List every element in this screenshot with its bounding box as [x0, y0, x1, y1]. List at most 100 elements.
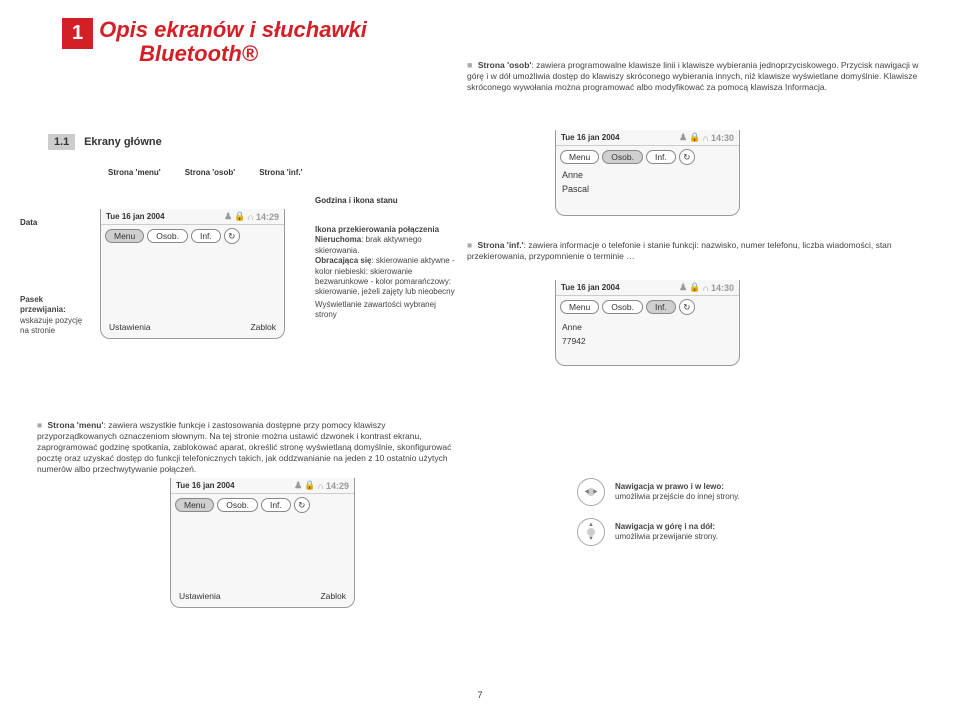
- tab-inf[interactable]: Inf.: [191, 229, 221, 243]
- pasek-label: Pasek przewijania: wskazuje pozycję na s…: [20, 295, 90, 337]
- bullet-icon: ■: [37, 420, 42, 430]
- forward-icon[interactable]: ↻: [294, 497, 310, 513]
- footer-right[interactable]: Zablok: [250, 322, 276, 332]
- lock-icon: 🔒: [689, 282, 700, 293]
- status-icons: ♟ 🔒 ∩ 14:30: [679, 132, 734, 143]
- tab-menu[interactable]: Menu: [105, 229, 144, 243]
- tab-inf[interactable]: Inf.: [646, 150, 676, 164]
- phone-menu-wrapper: Tue 16 jan 2004 ♟ 🔒 ∩ 14:29 Menu Osob. I…: [100, 209, 285, 339]
- phone-menu2-wrapper: Tue 16 jan 2004 ♟ 🔒 ∩ 14:29 Menu Osob. I…: [170, 478, 355, 608]
- forward-icon[interactable]: ↻: [679, 149, 695, 165]
- tab-menu[interactable]: Menu: [560, 300, 599, 314]
- phone-screen-menu2: Tue 16 jan 2004 ♟ 🔒 ∩ 14:29 Menu Osob. I…: [170, 478, 355, 608]
- status-bar: Tue 16 jan 2004 ♟ 🔒 ∩ 14:30: [556, 280, 739, 296]
- status-date: Tue 16 jan 2004: [106, 212, 165, 221]
- pasek-title: Pasek przewijania:: [20, 295, 66, 314]
- tab-inf[interactable]: Inf.: [261, 498, 291, 512]
- tab-menu[interactable]: Menu: [175, 498, 214, 512]
- phone-screen-menu: Tue 16 jan 2004 ♟ 🔒 ∩ 14:29 Menu Osob. I…: [100, 209, 285, 339]
- inf-number: 77942: [556, 336, 739, 350]
- menu-label: Strona 'menu': [48, 420, 104, 430]
- status-date: Tue 16 jan 2004: [561, 133, 620, 142]
- phone-inf-wrapper: Tue 16 jan 2004 ♟ 🔒 ∩ 14:30 Menu Osob. I…: [555, 280, 740, 366]
- tab-osob[interactable]: Osob.: [147, 229, 188, 243]
- forward-icon[interactable]: ↻: [679, 299, 695, 315]
- footer-right[interactable]: Zablok: [320, 591, 346, 601]
- person-icon: ♟: [294, 480, 302, 491]
- status-bar: Tue 16 jan 2004 ♟ 🔒 ∩ 14:30: [556, 130, 739, 146]
- screen-labels-row: Strona 'menu' Strona 'osob' Strona 'inf.…: [108, 168, 303, 177]
- section-title: Ekrany główne: [84, 136, 162, 148]
- phone-osob-wrapper: Tue 16 jan 2004 ♟ 🔒 ∩ 14:30 Menu Osob. I…: [555, 130, 740, 216]
- inf-text: : zawiera informacje o telefonie i stani…: [467, 240, 892, 261]
- ikona-desc: Ikona przekierowania połączenia Nierucho…: [315, 225, 455, 298]
- person-icon: ♟: [679, 282, 687, 293]
- contact-anne[interactable]: Anne: [556, 168, 739, 182]
- status-icons: ♟ 🔒 ∩ 14:29: [294, 480, 349, 491]
- osob-description: ■ Strona 'osob': zawiera programowalne k…: [467, 60, 937, 93]
- osob-text: : zawiera programowalne klawisze linii i…: [467, 60, 918, 92]
- status-icons: ♟ 🔒 ∩ 14:29: [224, 211, 279, 222]
- nav-ud-title: Nawigacja w górę i na dół:: [615, 522, 715, 531]
- data-label: Data: [20, 218, 37, 227]
- contact-pascal[interactable]: Pascal: [556, 182, 739, 196]
- tab-row: Menu Osob. Inf. ↻: [101, 225, 284, 247]
- footer-row: Ustawienia Zablok: [171, 589, 354, 603]
- nav-lr-text: umożliwia przejście do innej strony.: [615, 492, 740, 501]
- headset-icon: ∩: [702, 283, 709, 293]
- status-time: 14:30: [711, 283, 734, 293]
- status-time: 14:29: [256, 212, 279, 222]
- section-number: 1.1: [48, 134, 75, 150]
- status-icons: ♟ 🔒 ∩ 14:30: [679, 282, 734, 293]
- label-menu: Strona 'menu': [108, 168, 161, 177]
- document-header: 1 Opis ekranów i słuchawki Bluetooth®: [0, 0, 960, 66]
- tab-osob[interactable]: Osob.: [602, 150, 643, 164]
- tab-osob[interactable]: Osob.: [602, 300, 643, 314]
- footer-left[interactable]: Ustawienia: [109, 322, 151, 332]
- status-date: Tue 16 jan 2004: [176, 481, 235, 490]
- lock-icon: 🔒: [689, 132, 700, 143]
- label-inf: Strona 'inf.': [259, 168, 302, 177]
- nav-lr-text-block: Nawigacja w prawo i w lewo: umożliwia pr…: [615, 482, 740, 503]
- title-line1: Opis ekranów i słuchawki: [99, 17, 367, 42]
- godzina-label: Godzina i ikona stanu: [315, 196, 398, 205]
- chapter-number: 1: [62, 18, 93, 49]
- status-bar: Tue 16 jan 2004 ♟ 🔒 ∩ 14:29: [171, 478, 354, 494]
- status-time: 14:29: [326, 481, 349, 491]
- person-icon: ♟: [224, 211, 232, 222]
- inf-name: Anne: [556, 318, 739, 336]
- nav-ud-text-block: Nawigacja w górę i na dół: umożliwia prz…: [615, 522, 718, 543]
- ikona-l1: Nieruchoma: [315, 235, 361, 244]
- tab-inf[interactable]: Inf.: [646, 300, 676, 314]
- person-icon: ♟: [679, 132, 687, 143]
- pasek-text: wskazuje pozycję na stronie: [20, 316, 82, 335]
- footer-left[interactable]: Ustawienia: [179, 591, 221, 601]
- bullet-icon: ■: [467, 60, 472, 70]
- phone-screen-inf: Tue 16 jan 2004 ♟ 🔒 ∩ 14:30 Menu Osob. I…: [555, 280, 740, 366]
- inf-description: ■ Strona 'inf.': zawiera informacje o te…: [467, 240, 937, 261]
- inf-label: Strona 'inf.': [478, 240, 524, 250]
- nav-ud-icon: [577, 518, 605, 546]
- status-date: Tue 16 jan 2004: [561, 283, 620, 292]
- label-osob: Strona 'osob': [185, 168, 235, 177]
- menu-description: ■ Strona 'menu': zawiera wszystkie funkc…: [37, 420, 457, 475]
- footer-row: Ustawienia Zablok: [101, 320, 284, 334]
- section-header: 1.1 Ekrany główne: [48, 134, 162, 150]
- tab-row: Menu Osob. Inf. ↻: [556, 296, 739, 318]
- ikona-l2: Obracająca się: [315, 256, 371, 265]
- nav-lr: Nawigacja w prawo i w lewo: umożliwia pr…: [577, 478, 740, 506]
- headset-icon: ∩: [702, 133, 709, 143]
- tab-menu[interactable]: Menu: [560, 150, 599, 164]
- forward-icon[interactable]: ↻: [224, 228, 240, 244]
- nav-ud-text: umożliwia przewijanie strony.: [615, 532, 718, 541]
- phone-screen-osob: Tue 16 jan 2004 ♟ 🔒 ∩ 14:30 Menu Osob. I…: [555, 130, 740, 216]
- nav-lr-title: Nawigacja w prawo i w lewo:: [615, 482, 724, 491]
- page-number: 7: [477, 690, 482, 700]
- tab-row: Menu Osob. Inf. ↻: [171, 494, 354, 516]
- ikona-title: Ikona przekierowania połączenia: [315, 225, 439, 234]
- osob-label: Strona 'osob': [478, 60, 532, 70]
- title-line2: Bluetooth®: [99, 41, 258, 66]
- status-time: 14:30: [711, 133, 734, 143]
- tab-osob[interactable]: Osob.: [217, 498, 258, 512]
- nav-lr-icon: [577, 478, 605, 506]
